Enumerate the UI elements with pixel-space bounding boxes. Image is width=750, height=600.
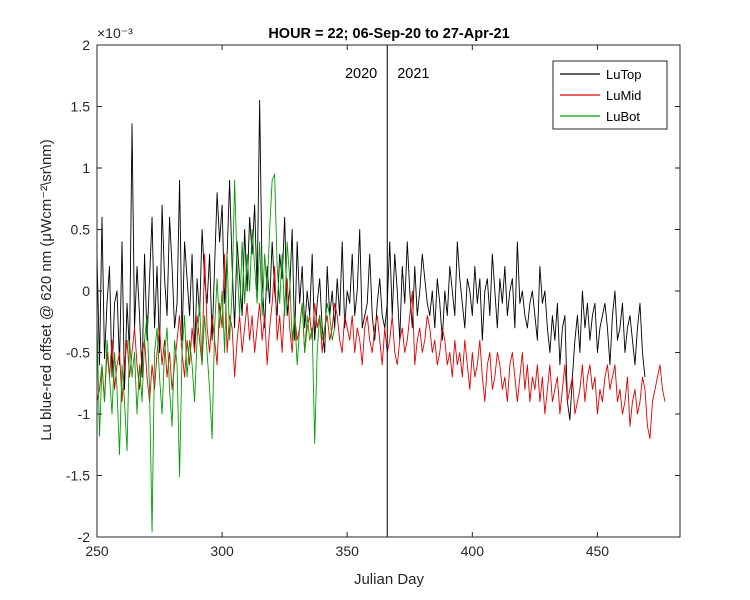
y-exponent-label: ×10⁻³ — [97, 25, 133, 41]
y-tick-label: 0 — [82, 283, 90, 299]
legend-label-lutop: LuTop — [606, 67, 641, 82]
legend-label-lubot: LuBot — [606, 109, 640, 124]
x-tick-label: 350 — [336, 543, 360, 559]
y-tick-label: -2 — [78, 529, 91, 545]
y-axis-label: Lu blue-red offset @ 620 nm (μWcm⁻²\sr\n… — [38, 139, 55, 441]
y-tick-label: 1.5 — [71, 99, 91, 115]
y-tick-label: 1 — [82, 160, 90, 176]
y-tick-label: -1.5 — [66, 468, 90, 484]
y-tick-label: -0.5 — [66, 345, 90, 361]
series-line-lutop — [96, 99, 646, 421]
y-tick-label: -1 — [78, 406, 91, 422]
series-line-lumid — [96, 253, 666, 440]
series-layer — [96, 99, 666, 533]
chart-title: HOUR = 22; 06-Sep-20 to 27-Apr-21 — [268, 26, 509, 42]
legend-label-lumid: LuMid — [606, 88, 641, 103]
x-tick-label: 250 — [85, 543, 109, 559]
series-line-lubot — [96, 173, 336, 533]
legend: LuTop LuMid LuBot — [552, 60, 668, 130]
x-tick-label: 450 — [586, 543, 610, 559]
y-tick-label: 2 — [82, 37, 90, 53]
x-axis-label: Julian Day — [354, 571, 425, 588]
x-axis: 250 300 350 400 450 — [85, 45, 609, 559]
x-tick-label: 300 — [210, 543, 234, 559]
y-tick-label: 0.5 — [71, 222, 91, 238]
year-label-2021: 2021 — [397, 66, 429, 82]
x-tick-label: 400 — [461, 543, 485, 559]
year-label-2020: 2020 — [345, 66, 377, 82]
y-axis: -2 -1.5 -1 -0.5 0 0.5 1 1.5 2 — [66, 37, 680, 545]
